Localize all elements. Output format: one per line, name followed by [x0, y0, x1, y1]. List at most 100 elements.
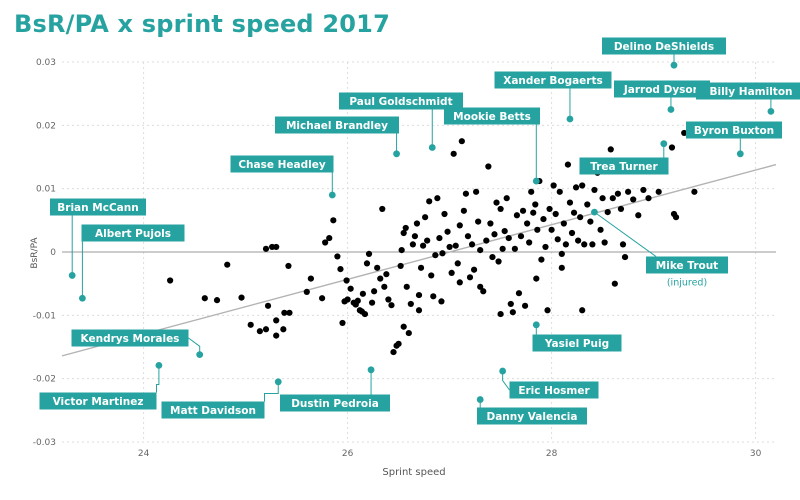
data-point: [458, 138, 465, 145]
data-point: [213, 297, 221, 304]
callout-label: Xander Bogaerts: [503, 75, 603, 87]
data-point: [509, 309, 516, 316]
axis-layer: 0.03 0.02 0.01 0 -0.01 -0.02 -0.03 24 26 28 30: [33, 58, 762, 459]
data-point: [273, 243, 280, 251]
data-point: [409, 241, 416, 248]
data-point: [201, 295, 208, 302]
data-point: [477, 283, 484, 290]
callout-leader: [594, 211, 657, 257]
data-point: [422, 214, 429, 221]
callout-box: [509, 381, 599, 399]
data-point: [424, 237, 431, 244]
callout-box: [614, 80, 710, 98]
callout-billy-hamilton: Billy Hamilton: [696, 82, 800, 112]
data-point: [614, 190, 622, 197]
y-tick-label: 0.03: [36, 58, 56, 68]
data-point: [343, 277, 350, 284]
callout-label: Jarrod Dyson: [623, 84, 700, 96]
data-point: [273, 332, 280, 339]
data-point: [604, 209, 611, 216]
callout-label: Mike Trout: [656, 260, 718, 272]
y-tick-label: 0.01: [36, 185, 56, 195]
callout-label: Albert Pujols: [95, 228, 171, 240]
data-point: [452, 242, 459, 249]
data-point: [611, 280, 618, 287]
x-axis-title: Sprint speed: [382, 467, 445, 478]
callout-label: Mookie Betts: [453, 111, 531, 123]
data-point: [280, 326, 287, 333]
data-point: [548, 226, 555, 233]
data-point: [528, 188, 535, 195]
data-point: [368, 299, 376, 306]
callout-label: Brian McCann: [57, 202, 138, 214]
data-point: [562, 241, 569, 248]
data-point: [534, 226, 541, 233]
data-point: [503, 195, 510, 202]
callout-box: [280, 394, 390, 412]
data-point: [533, 275, 540, 282]
data-point: [363, 260, 371, 267]
data-point: [450, 150, 457, 157]
data-point: [526, 239, 533, 246]
data-point: [426, 198, 433, 205]
data-point: [456, 222, 463, 229]
callout-dustin-pedroia: Dustin Pedroia: [280, 369, 390, 412]
callout-label: Kendrys Morales: [81, 333, 180, 345]
callout-kendrys-morales: Kendrys Morales: [71, 329, 201, 355]
data-point: [572, 184, 580, 191]
data-point: [601, 239, 608, 246]
data-point: [501, 228, 508, 235]
callout-chase-headley: Chase Headley: [230, 155, 334, 195]
chart-title: BsR/PA x sprint speed 2017: [14, 10, 390, 38]
data-point: [462, 190, 470, 197]
highlight-point: [532, 177, 540, 185]
data-point: [668, 144, 676, 151]
data-point: [581, 241, 588, 248]
x-tick-label: 26: [342, 449, 354, 459]
data-point: [513, 212, 521, 219]
data-point: [374, 264, 381, 271]
data-point: [385, 296, 392, 303]
y-tick-label: 0: [50, 248, 56, 258]
data-point: [511, 245, 518, 252]
callout-box: [50, 198, 146, 216]
data-point: [617, 205, 625, 213]
data-point: [584, 201, 591, 208]
line-layer: [61, 163, 777, 357]
data-point: [326, 234, 333, 242]
data-point: [468, 241, 476, 248]
data-point: [319, 295, 326, 302]
callout-box: [444, 107, 540, 125]
callout-box: [696, 82, 800, 100]
callout-box: [686, 121, 782, 139]
data-point: [388, 302, 395, 309]
callout-box: [532, 334, 622, 352]
data-point: [532, 201, 539, 208]
data-point: [625, 188, 632, 195]
y-axis-title: BsR/PA: [30, 237, 40, 269]
data-point: [285, 262, 292, 270]
callout-leader: [264, 381, 279, 402]
callout-jarrod-dyson: Jarrod Dyson: [614, 80, 710, 110]
point-layer: [167, 129, 698, 356]
data-point: [607, 146, 614, 153]
data-point: [505, 234, 512, 242]
callout-label: Michael Brandley: [286, 120, 388, 132]
callout-label: Trea Turner: [590, 161, 658, 173]
data-point: [489, 253, 496, 261]
data-point: [575, 237, 582, 244]
data-point: [400, 323, 407, 330]
data-point: [238, 294, 245, 301]
callout-box: [494, 71, 612, 89]
callout-byron-buxton: Byron Buxton: [686, 121, 782, 154]
data-point: [544, 307, 551, 314]
data-point: [371, 288, 378, 295]
data-point: [587, 218, 594, 225]
callout-note: (injured): [667, 278, 707, 289]
callout-box: [71, 329, 189, 347]
data-point: [497, 310, 504, 318]
data-point: [256, 328, 263, 335]
callout-box: [275, 116, 399, 134]
data-point: [439, 250, 446, 257]
data-point: [398, 247, 405, 254]
